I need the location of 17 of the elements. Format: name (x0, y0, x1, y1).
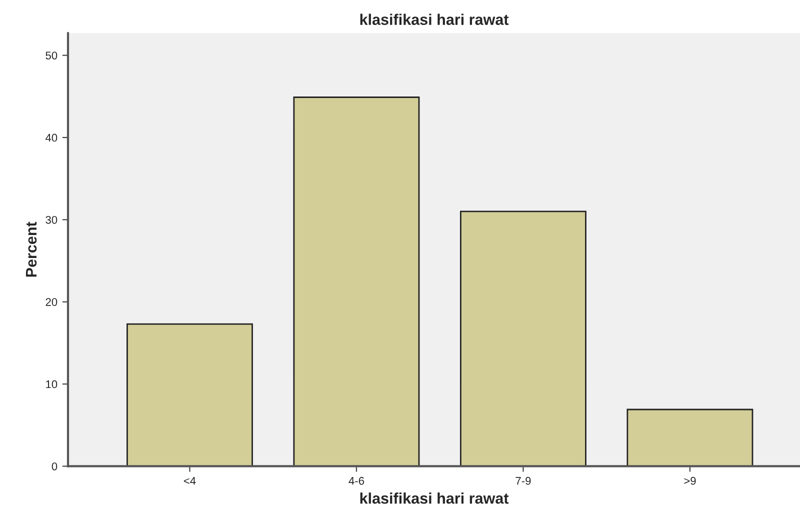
y-tick-label: 40 (45, 134, 58, 142)
bar (460, 210, 586, 466)
x-tick-label: 4-6 (348, 476, 364, 485)
x-tick-label: 7-9 (516, 476, 531, 485)
x-axis-title: klasifikasi hari rawat (360, 492, 509, 504)
bar (626, 408, 754, 466)
x-tick-label: <4 (184, 477, 196, 485)
y-tick-label: 0 (52, 462, 58, 470)
x-tick-label: >9 (684, 476, 696, 485)
y-tick-label: 10 (46, 380, 58, 388)
y-axis-title: Percent (26, 222, 37, 277)
bar (126, 323, 253, 466)
y-tick-label: 20 (46, 298, 58, 306)
y-tick-label: 50 (46, 52, 58, 60)
chart-title: klasifikasi hari rawat (360, 14, 509, 25)
bar (293, 96, 420, 466)
y-tick-label: 30 (46, 216, 58, 224)
